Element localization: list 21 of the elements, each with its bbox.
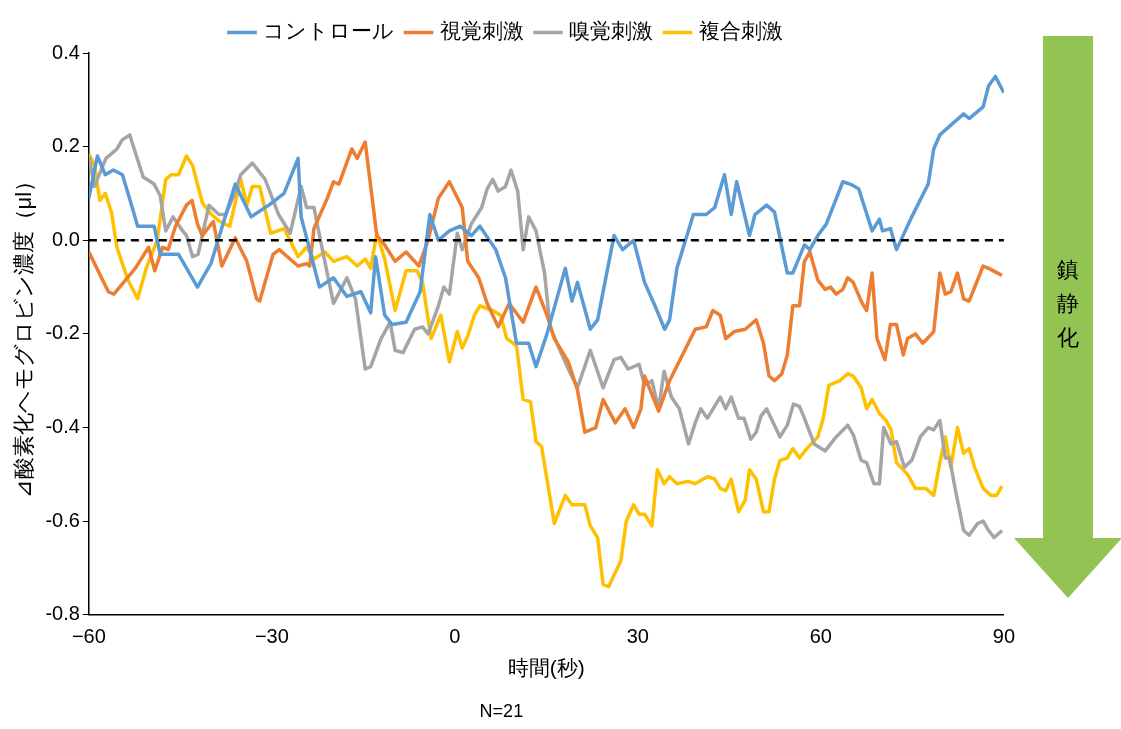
- x-tick-label: 0: [449, 625, 461, 648]
- x-tick-label: 30: [626, 625, 649, 648]
- x-tick-label: 90: [992, 625, 1015, 648]
- legend-label: コントロール: [263, 19, 394, 43]
- x-tick-label: −60: [71, 625, 106, 648]
- legend-label: 複合刺激: [698, 19, 783, 43]
- y-axis-title: ⊿酸素化ヘモグロビン濃度（μl）: [11, 169, 37, 498]
- legend-label: 嗅覚刺激: [569, 19, 653, 43]
- text: 鎮静化: [1056, 256, 1080, 352]
- y-tick-label: -0.6: [45, 508, 80, 531]
- x-axis-title: 時間(秒): [507, 656, 585, 680]
- y-tick-label: 0.2: [52, 134, 80, 157]
- y-tick-label: -0.2: [45, 321, 80, 344]
- x-tick-label: −30: [254, 625, 289, 648]
- y-tick-label: 0.4: [52, 40, 80, 63]
- y-tick-label: 0.0: [52, 227, 80, 250]
- legend-label: 視覚刺激: [439, 19, 524, 43]
- y-tick-label: -0.4: [45, 415, 80, 438]
- text: N=21: [479, 700, 524, 721]
- x-tick-label: 60: [809, 625, 832, 648]
- y-tick-label: -0.8: [45, 602, 80, 625]
